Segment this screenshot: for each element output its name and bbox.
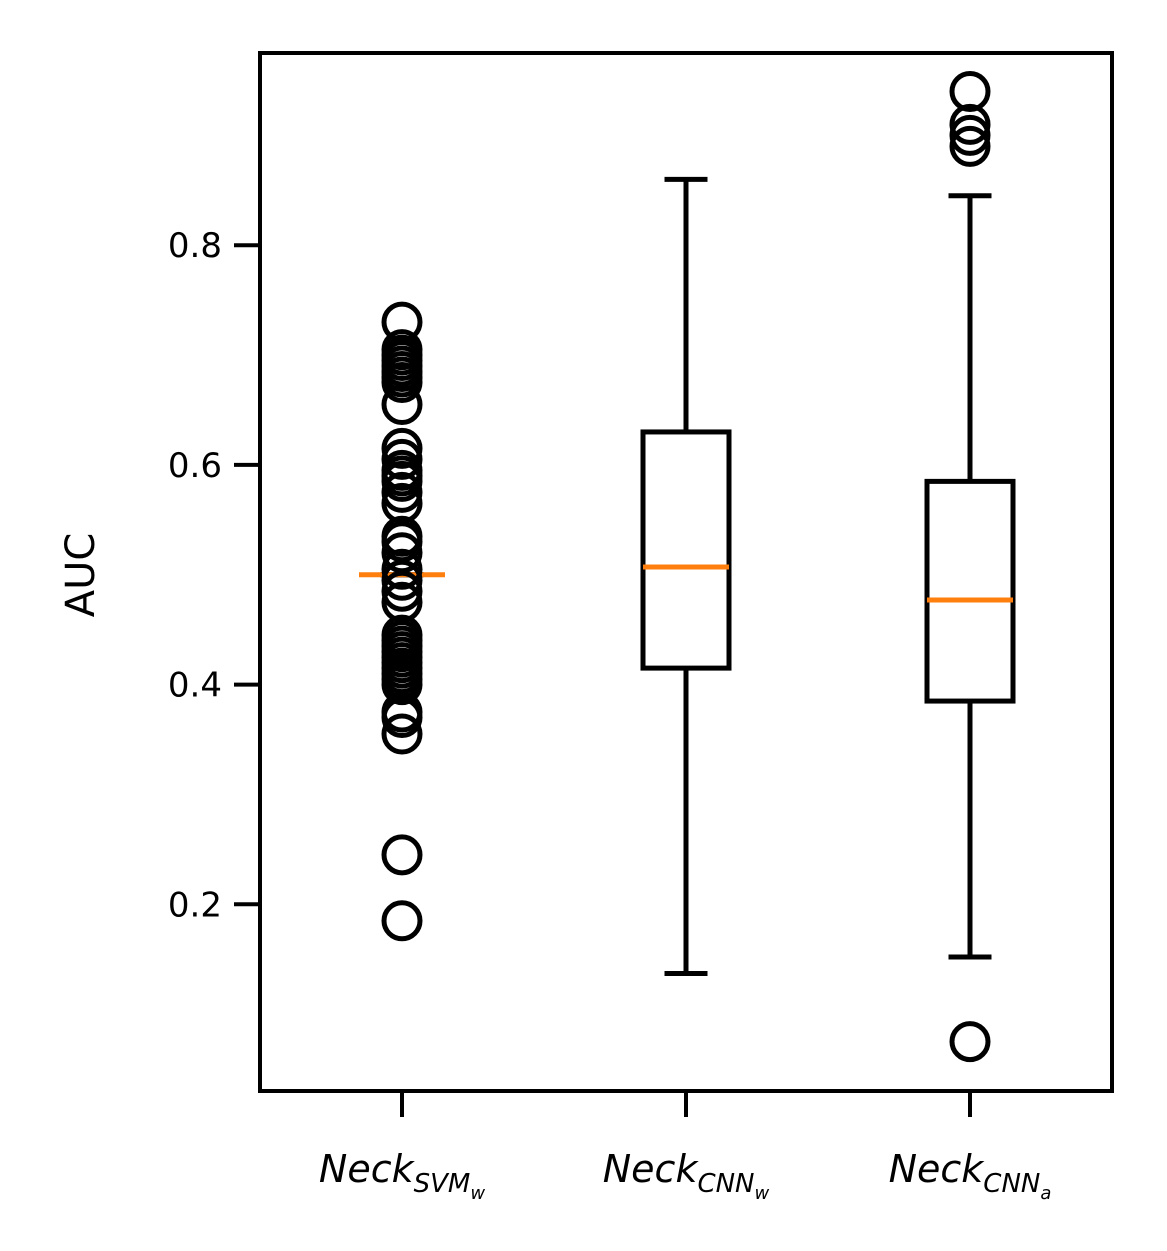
outlier-point xyxy=(949,125,991,167)
box-group xyxy=(924,70,1016,1063)
outlier-point xyxy=(381,664,423,706)
outlier-point xyxy=(949,103,991,145)
outlier-point xyxy=(381,834,423,876)
box-iqr xyxy=(924,478,1016,704)
box-group xyxy=(359,301,445,942)
x-tick-label: NeckCNNw xyxy=(603,1147,770,1204)
outlier-point xyxy=(381,438,423,480)
outlier-point xyxy=(381,427,423,469)
outlier-point xyxy=(381,713,423,755)
box-group xyxy=(640,176,732,976)
outlier-point xyxy=(381,900,423,942)
outlier-point xyxy=(381,362,423,404)
outlier-point xyxy=(381,559,423,601)
y-axis: 0.2 0.4 0.6 0.8 xyxy=(168,226,260,925)
box-iqr xyxy=(640,429,732,671)
x-tick-label: NeckSVMw xyxy=(319,1147,485,1204)
outlier-point xyxy=(381,471,423,513)
outlier-point xyxy=(949,70,991,112)
outlier-point xyxy=(381,548,423,590)
boxes-layer xyxy=(359,70,1016,1063)
y-axis-label: AUC xyxy=(58,533,104,618)
x-axis: NeckSVMw NeckCNNw NeckCNNa xyxy=(319,1091,1051,1204)
y-tick-label: 0.6 xyxy=(168,446,222,486)
x-tick-label: NeckCNNa xyxy=(889,1147,1052,1204)
y-tick-label: 0.4 xyxy=(168,666,222,706)
outlier-point xyxy=(949,114,991,156)
outlier-point xyxy=(381,570,423,612)
outlier-point xyxy=(949,1021,991,1063)
outlier-point xyxy=(381,460,423,502)
outlier-point xyxy=(381,697,423,739)
outlier-point xyxy=(381,383,423,425)
y-tick-label: 0.8 xyxy=(168,226,222,266)
y-tick-label: 0.2 xyxy=(168,885,222,925)
